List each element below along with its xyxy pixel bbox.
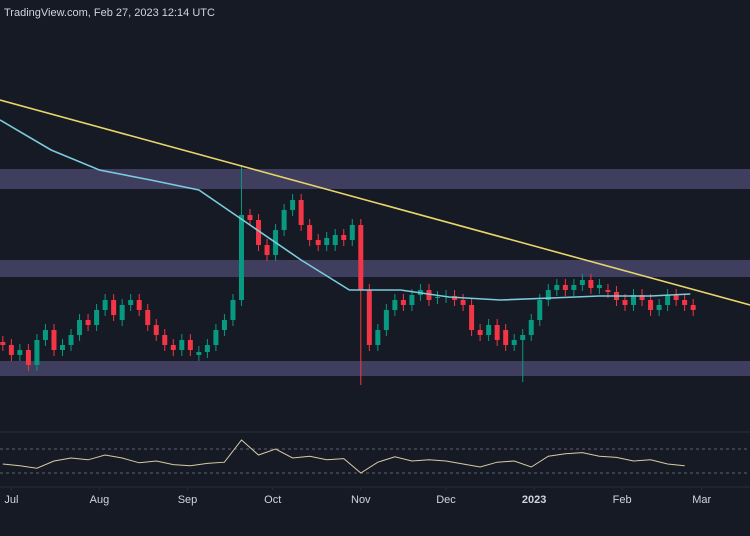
candle-body	[375, 330, 381, 345]
candle-body	[170, 345, 176, 350]
candle-body	[102, 300, 108, 310]
candle-body	[204, 345, 210, 352]
candle-body	[545, 290, 551, 300]
candle-body	[307, 225, 313, 240]
candle-body	[682, 300, 688, 305]
x-tick-label: Aug	[90, 494, 110, 506]
x-tick-label: Oct	[264, 494, 281, 506]
candle-body	[409, 295, 415, 305]
candle-body	[571, 285, 577, 290]
candle-body	[631, 295, 637, 305]
x-tick-label: Sep	[178, 494, 198, 506]
x-tick-label: 2023	[522, 494, 546, 506]
candle-body	[511, 340, 517, 345]
candle-body	[400, 300, 406, 305]
candle-body	[349, 225, 355, 240]
chart-title: TradingView.com, Feb 27, 2023 12:14 UTC	[4, 7, 215, 19]
candle-body	[17, 350, 23, 355]
candle-body	[298, 200, 304, 225]
candle-body	[34, 340, 40, 365]
candle-body	[588, 280, 594, 288]
candle-body	[665, 295, 671, 305]
rsi-line	[2, 439, 685, 474]
candle-body	[622, 300, 628, 305]
candle-body	[690, 305, 696, 310]
candle-body	[315, 240, 321, 245]
candle-body	[25, 350, 31, 365]
candle-body	[247, 215, 253, 220]
x-tick-label: Nov	[351, 494, 371, 506]
candle-body	[179, 340, 185, 350]
candle-body	[554, 285, 560, 290]
candle-body	[230, 300, 236, 320]
candle-body	[68, 335, 74, 345]
candle-body	[94, 310, 100, 325]
price-zone	[0, 361, 750, 376]
candle-body	[162, 335, 168, 345]
candle-body	[145, 310, 151, 325]
candle-body	[119, 305, 125, 320]
candle-body	[187, 340, 193, 350]
candle-body	[503, 330, 509, 345]
x-tick-label: Mar	[692, 494, 711, 506]
candle-body	[264, 245, 270, 255]
candle-body	[648, 300, 654, 310]
candle-body	[528, 320, 534, 335]
candle-body	[60, 345, 65, 350]
candle-body	[358, 225, 364, 290]
candle-body	[256, 220, 262, 245]
candle-body	[42, 330, 48, 340]
price-zone	[0, 260, 750, 277]
candle-body	[639, 295, 645, 300]
candle-body	[537, 300, 543, 320]
trend-line	[0, 99, 750, 306]
candle-body	[494, 325, 500, 340]
candle-body	[469, 305, 475, 330]
candle-body	[213, 330, 219, 345]
candle-body	[460, 300, 466, 305]
moving-average	[0, 119, 691, 301]
candle-body	[0, 342, 6, 345]
candle-body	[579, 280, 585, 285]
candle-body	[281, 210, 287, 230]
candle-body	[435, 297, 440, 298]
candle-body	[85, 320, 91, 325]
candle-body	[562, 285, 568, 290]
candle-body	[605, 290, 611, 292]
candle-body	[477, 330, 483, 335]
candle-body	[486, 325, 492, 335]
candle-body	[128, 300, 134, 305]
candle-body	[673, 295, 679, 300]
candle-body	[332, 235, 338, 245]
candle-body	[426, 290, 432, 300]
price-zone	[0, 169, 750, 189]
candle-body	[324, 238, 330, 245]
candle-body	[77, 320, 83, 335]
candle-body	[596, 285, 602, 288]
x-tick-label: Jul	[4, 494, 18, 506]
candle-body	[520, 335, 526, 340]
candle-body	[51, 330, 57, 350]
candle-body	[383, 310, 389, 330]
candle-body	[366, 290, 372, 345]
candle-body	[221, 320, 227, 330]
candle-body	[196, 352, 202, 355]
candle-body	[153, 325, 159, 335]
x-tick-label: Dec	[436, 494, 456, 506]
candle-body	[8, 345, 14, 355]
candle-body	[111, 300, 117, 315]
candle-body	[136, 300, 142, 310]
candle-body	[392, 300, 398, 310]
candle-body	[341, 235, 347, 240]
candle-body	[238, 215, 244, 300]
x-tick-label: Feb	[613, 494, 632, 506]
candle-body	[656, 305, 662, 310]
candle-body	[290, 200, 296, 210]
